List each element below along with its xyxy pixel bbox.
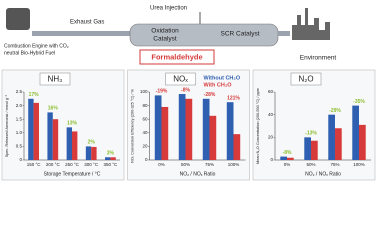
y-tick-label: 100 <box>140 89 148 94</box>
bar <box>209 115 217 160</box>
bar <box>202 98 210 160</box>
annotation: -19% <box>156 89 168 95</box>
y-axis-label: Mean N₂O Concentration (200-550 °C) / pp… <box>256 88 260 164</box>
bar <box>154 95 162 160</box>
panel-title: NOₓ <box>173 75 188 84</box>
bar <box>110 157 116 160</box>
y-tick-label: 40 <box>268 112 274 117</box>
engine-icon <box>6 8 30 30</box>
bar <box>328 114 335 160</box>
y-tick-label: 0 <box>145 157 148 162</box>
y-tick-label: 60 <box>142 116 148 121</box>
panel-tab <box>39 72 71 86</box>
y-tick-label: 2.5 <box>16 89 23 94</box>
y-tick-label: 20 <box>142 144 148 149</box>
panel-title: NH₃ <box>48 75 63 84</box>
graphical-abstract: Combustion Engine with CO₂ neutral Bio-H… <box>1 6 376 181</box>
x-tick-label: 50% <box>181 162 190 167</box>
y-axis-label: NOₓ Conversion Efficiency (200-325 °C) /… <box>131 88 135 162</box>
x-tick-label: 300 °C <box>84 162 99 167</box>
urea-label: Urea Injection <box>150 6 187 12</box>
bar <box>33 102 39 160</box>
annotation: -35% <box>353 99 365 105</box>
bar <box>226 102 234 160</box>
x-tick-label: 0% <box>158 162 165 167</box>
bar <box>47 112 53 160</box>
bar <box>304 137 311 160</box>
annotation: -8% <box>181 87 190 93</box>
annotation: -8% <box>283 150 292 156</box>
bar <box>52 119 59 160</box>
y-tick-label: 0 <box>19 157 22 162</box>
y-tick-label: 20 <box>268 135 274 140</box>
y-tick-label: 1.0 <box>16 130 23 135</box>
y-tick-label: 0 <box>270 157 273 162</box>
formaldehyde-box <box>139 49 215 65</box>
annotation: 17% <box>29 92 40 98</box>
engine-label: Combustion Engine with CO₂ <box>4 43 69 49</box>
annotation: 2% <box>88 140 96 146</box>
annotation: 3% <box>107 151 115 157</box>
x-axis-label: Storage Temperature / °C <box>44 171 101 177</box>
oxidation-label: Catalyst <box>153 36 177 43</box>
bar <box>105 157 111 160</box>
x-axis-label: NO₂ / NOₓ Ratio <box>305 171 341 177</box>
x-tick-label: 75% <box>205 162 214 167</box>
x-tick-label: 50% <box>306 162 315 167</box>
y-tick-label: 1.5 <box>16 116 23 121</box>
annotation: -29% <box>329 108 341 114</box>
bar <box>178 94 186 160</box>
bar <box>352 105 359 160</box>
y-axis-label: Spec. Released Ammonia / mmol g⁻¹ <box>5 94 9 157</box>
bar <box>280 156 287 160</box>
annotation: -28% <box>204 92 216 98</box>
x-tick-label: 150 °C <box>27 162 42 167</box>
engine-label: neutral Bio-Hybrid Fuel <box>4 50 55 56</box>
x-axis-label: NO₂ / NOₓ Ratio <box>180 171 216 177</box>
bar <box>287 157 294 160</box>
x-tick-label: 100% <box>353 162 365 167</box>
x-tick-label: 350 °C <box>103 162 118 167</box>
environment-label: Environment <box>300 55 337 62</box>
legend-entry: Without CH₂O <box>204 75 241 81</box>
annotation: 121% <box>227 96 240 102</box>
exhaust-label: Exhaust Gas <box>70 20 104 26</box>
bar <box>28 98 34 160</box>
annotation: -13% <box>305 131 317 137</box>
bar <box>161 106 169 160</box>
y-tick-label: 60 <box>268 89 274 94</box>
x-tick-label: 0% <box>284 162 291 167</box>
x-tick-label: 100% <box>228 162 240 167</box>
tail-pipe <box>278 31 290 36</box>
x-tick-label: 75% <box>330 162 339 167</box>
x-tick-label: 200 °C <box>46 162 61 167</box>
y-tick-label: 40 <box>142 130 148 135</box>
bar <box>335 128 342 160</box>
scr-label: SCR Catalyst <box>220 31 259 38</box>
panel-title: N₂O <box>298 75 313 84</box>
y-tick-label: 2.0 <box>16 103 23 108</box>
panel <box>1 69 125 181</box>
bar <box>185 98 193 160</box>
city-icon <box>292 8 330 40</box>
bar <box>66 127 72 160</box>
annotation: 13% <box>67 121 78 127</box>
bar <box>72 131 78 160</box>
panel-tab <box>165 72 196 86</box>
bar <box>233 134 241 160</box>
legend-entry: With CH₂O <box>204 82 233 88</box>
bar <box>85 146 92 160</box>
exhaust-pipe <box>32 31 130 36</box>
panel-tab <box>290 72 322 86</box>
x-tick-label: 250 °C <box>65 162 80 167</box>
oxidation-label: Oxidation <box>151 28 179 35</box>
annotation: 16% <box>48 106 59 112</box>
y-tick-label: 0.5 <box>16 144 23 149</box>
y-tick-label: 80 <box>142 103 148 108</box>
formaldehyde-label: Formaldehyde <box>151 52 202 61</box>
bar <box>91 146 97 160</box>
bar <box>311 140 318 160</box>
bar <box>359 124 366 160</box>
